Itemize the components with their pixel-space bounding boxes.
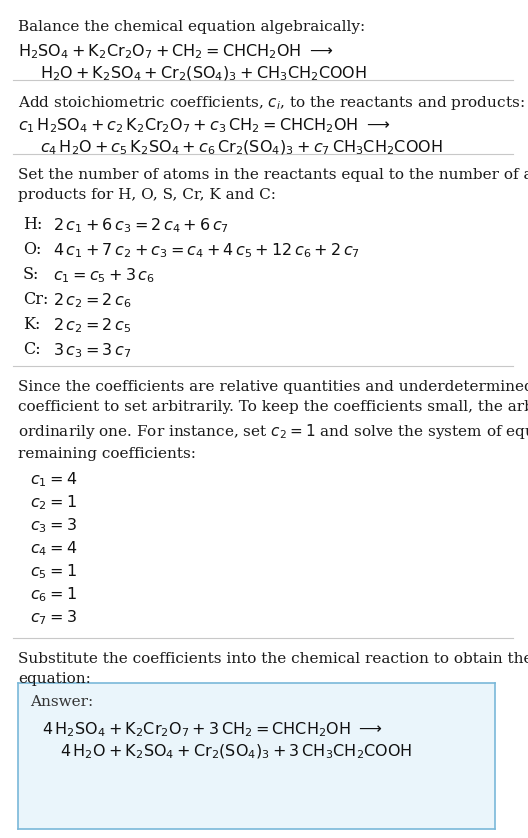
Text: $c_7 = 3$: $c_7 = 3$ bbox=[30, 608, 77, 627]
Text: Add stoichiometric coefficients, $c_i$, to the reactants and products:: Add stoichiometric coefficients, $c_i$, … bbox=[18, 94, 525, 112]
Text: $4\,c_1 + 7\,c_2 + c_3 = c_4 + 4\,c_5 + 12\,c_6 + 2\,c_7$: $4\,c_1 + 7\,c_2 + c_3 = c_4 + 4\,c_5 + … bbox=[53, 241, 360, 260]
Text: Since the coefficients are relative quantities and underdetermined, choose a
coe: Since the coefficients are relative quan… bbox=[18, 380, 528, 461]
Text: C:: C: bbox=[23, 341, 41, 358]
Text: H:: H: bbox=[23, 216, 42, 233]
Text: $4\,\mathrm{H_2SO_4} + \mathrm{K_2Cr_2O_7} + 3\,\mathrm{CH_2{=}CHCH_2OH\ \longri: $4\,\mathrm{H_2SO_4} + \mathrm{K_2Cr_2O_… bbox=[42, 720, 383, 739]
Text: $c_1\,\mathrm{H_2SO_4} + c_2\,\mathrm{K_2Cr_2O_7} + c_3\,\mathrm{CH_2{=}CHCH_2OH: $c_1\,\mathrm{H_2SO_4} + c_2\,\mathrm{K_… bbox=[18, 116, 390, 135]
Text: Answer:: Answer: bbox=[30, 695, 93, 709]
Text: $c_1 = c_5 + 3\,c_6$: $c_1 = c_5 + 3\,c_6$ bbox=[53, 266, 155, 285]
Text: Cr:: Cr: bbox=[23, 291, 49, 308]
Text: $c_6 = 1$: $c_6 = 1$ bbox=[30, 585, 77, 603]
Text: Balance the chemical equation algebraically:: Balance the chemical equation algebraica… bbox=[18, 20, 365, 34]
Text: $c_2 = 1$: $c_2 = 1$ bbox=[30, 493, 77, 512]
Text: $3\,c_3 = 3\,c_7$: $3\,c_3 = 3\,c_7$ bbox=[53, 341, 131, 360]
Text: Set the number of atoms in the reactants equal to the number of atoms in the
pro: Set the number of atoms in the reactants… bbox=[18, 168, 528, 202]
Text: $\mathrm{H_2SO_4 + K_2Cr_2O_7 + CH_2{=}CHCH_2OH\ \longrightarrow}$: $\mathrm{H_2SO_4 + K_2Cr_2O_7 + CH_2{=}C… bbox=[18, 42, 333, 60]
Text: $2\,c_1 + 6\,c_3 = 2\,c_4 + 6\,c_7$: $2\,c_1 + 6\,c_3 = 2\,c_4 + 6\,c_7$ bbox=[53, 216, 229, 235]
Text: $c_4 = 4$: $c_4 = 4$ bbox=[30, 539, 77, 558]
Text: $\mathrm{H_2O + K_2SO_4 + Cr_2(SO_4)_3 + CH_3CH_2COOH}$: $\mathrm{H_2O + K_2SO_4 + Cr_2(SO_4)_3 +… bbox=[40, 65, 367, 84]
Text: $c_4\,\mathrm{H_2O} + c_5\,\mathrm{K_2SO_4} + c_6\,\mathrm{Cr_2(SO_4)_3} + c_7\,: $c_4\,\mathrm{H_2O} + c_5\,\mathrm{K_2SO… bbox=[40, 139, 443, 158]
Text: $c_5 = 1$: $c_5 = 1$ bbox=[30, 562, 77, 581]
Text: $2\,c_2 = 2\,c_5$: $2\,c_2 = 2\,c_5$ bbox=[53, 316, 131, 334]
Text: S:: S: bbox=[23, 266, 40, 283]
Text: O:: O: bbox=[23, 241, 41, 258]
Text: $c_1 = 4$: $c_1 = 4$ bbox=[30, 470, 77, 489]
Text: $2\,c_2 = 2\,c_6$: $2\,c_2 = 2\,c_6$ bbox=[53, 291, 131, 310]
Text: $c_3 = 3$: $c_3 = 3$ bbox=[30, 516, 77, 535]
Text: K:: K: bbox=[23, 316, 40, 333]
Text: $4\,\mathrm{H_2O} + \mathrm{K_2SO_4} + \mathrm{Cr_2(SO_4)_3} + 3\,\mathrm{CH_3CH: $4\,\mathrm{H_2O} + \mathrm{K_2SO_4} + \… bbox=[60, 743, 412, 762]
Text: Substitute the coefficients into the chemical reaction to obtain the balanced
eq: Substitute the coefficients into the che… bbox=[18, 652, 528, 686]
